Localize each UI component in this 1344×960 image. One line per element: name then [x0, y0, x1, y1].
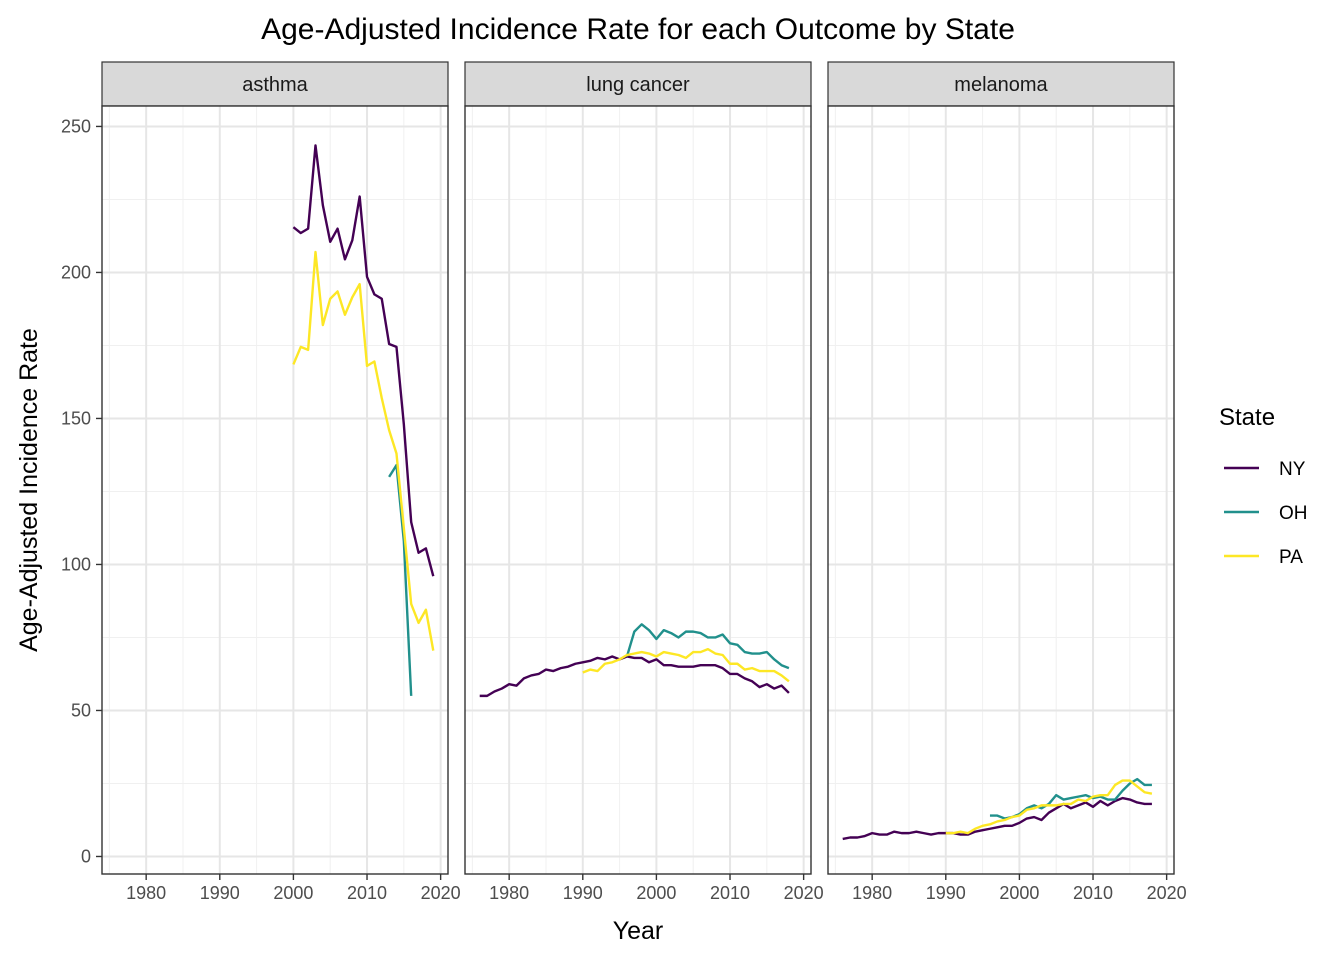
legend-entry-pa: PA: [1224, 547, 1303, 568]
series-line-pa: [945, 779, 1153, 835]
facet-strip: [101, 61, 449, 107]
x-axis-lung-cancer: 1980 1990 2000 2010 2020: [489, 874, 824, 903]
x-tick-label: 2000: [999, 883, 1039, 903]
legend-label-pa: PA: [1279, 547, 1303, 568]
panel-background: [828, 106, 1174, 874]
y-axis: 0 50 100 150 200 250: [61, 116, 102, 866]
x-tick-label: 1980: [126, 883, 166, 903]
x-tick-label: 2020: [421, 883, 461, 903]
x-axis-asthma: 1980 1990 2000 2010 2020: [126, 874, 461, 903]
x-axis-title: Year: [613, 917, 664, 945]
series-line-pa: [582, 647, 790, 683]
y-tick-label: 200: [61, 262, 91, 282]
facet-strip: [464, 61, 812, 107]
y-tick-label: 250: [61, 116, 91, 136]
x-tick-label: 2000: [273, 883, 313, 903]
facet-strip-label: asthma: [242, 74, 308, 96]
panel-background: [465, 106, 811, 874]
x-tick-label: 2000: [636, 883, 676, 903]
legend: State NY OH PA: [1219, 404, 1308, 568]
legend-label-ny: NY: [1279, 459, 1306, 480]
y-axis-title: Age-Adjusted Incidence Rate: [15, 328, 43, 652]
legend-title: State: [1219, 404, 1275, 431]
facet-panel-melanoma: melanoma: [827, 61, 1175, 875]
x-tick-label: 1990: [926, 883, 966, 903]
y-tick-label: 100: [61, 554, 91, 574]
series-line-oh: [388, 463, 413, 696]
panel-border: [464, 105, 812, 875]
facet-strip-label: lung cancer: [586, 74, 690, 96]
x-tick-label: 2010: [347, 883, 387, 903]
chart-title: Age-Adjusted Incidence Rate for each Out…: [261, 13, 1015, 46]
x-tick-label: 1990: [200, 883, 240, 903]
y-tick-label: 150: [61, 408, 91, 428]
legend-entry-ny: NY: [1224, 459, 1306, 480]
x-tick-label: 1990: [563, 883, 603, 903]
series-line-oh: [625, 623, 790, 670]
panel-border: [101, 105, 449, 875]
panel-background: [102, 106, 448, 874]
facet-panels: asthma lung cancer melanoma: [101, 61, 1175, 875]
legend-label-oh: OH: [1279, 503, 1308, 524]
x-tick-label: 2020: [784, 883, 824, 903]
panel-border: [827, 105, 1175, 875]
x-axis-melanoma: 1980 1990 2000 2010 2020: [852, 874, 1187, 903]
legend-entries: NY OH PA: [1224, 459, 1308, 568]
facet-panel-asthma: asthma: [101, 61, 449, 875]
x-axes: 1980 1990 2000 2010 2020 1980 1990 2000 2010 2020…: [126, 874, 1187, 903]
x-tick-label: 2010: [710, 883, 750, 903]
series-line-ny: [292, 144, 435, 577]
legend-entry-oh: OH: [1224, 503, 1308, 524]
x-tick-label: 2020: [1147, 883, 1187, 903]
facet-strip: [827, 61, 1175, 107]
facet-panel-lung-cancer: lung cancer: [464, 61, 812, 875]
y-tick-label: 50: [71, 700, 91, 720]
x-tick-label: 1980: [489, 883, 529, 903]
series-line-ny: [479, 655, 790, 698]
x-tick-label: 2010: [1073, 883, 1113, 903]
series-line-pa: [292, 250, 435, 651]
x-tick-label: 1980: [852, 883, 892, 903]
series-line-ny: [842, 796, 1152, 841]
facet-strip-label: melanoma: [954, 74, 1048, 96]
y-tick-label: 0: [81, 846, 91, 866]
